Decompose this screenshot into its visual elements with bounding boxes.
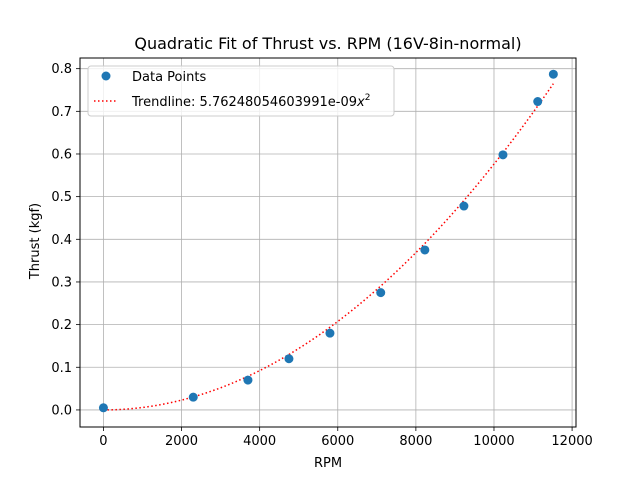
plot-frame: [79, 57, 577, 428]
y-tick-label: 0.3: [51, 275, 72, 290]
data-point: [284, 354, 294, 364]
y-tick-label: 0.1: [51, 361, 72, 376]
legend: Data Points Trendline: 5.76248054603991e…: [87, 65, 395, 117]
data-point: [533, 97, 543, 107]
trendline-layer: [103, 83, 554, 411]
x-tick-label: 0: [99, 434, 107, 449]
y-tick-label: 0.4: [51, 233, 72, 248]
legend-label-data-points: Data Points: [132, 70, 206, 85]
x-tick-label: 2000: [165, 434, 198, 449]
x-tick-label: 8000: [399, 434, 432, 449]
y-tick-label: 0.2: [51, 318, 72, 333]
x-tick-label: 12000: [551, 434, 592, 449]
data-point: [420, 245, 430, 255]
y-tick-label: 0.6: [51, 147, 72, 162]
y-tick-label: 0.8: [51, 62, 72, 77]
data-point: [376, 288, 386, 298]
legend-box: [87, 65, 395, 117]
y-tick-label: 0.7: [51, 105, 72, 120]
y-tick-label: 0.5: [51, 190, 72, 205]
data-points-layer: [98, 69, 558, 413]
trendline-label-power: 2: [365, 93, 371, 103]
trendline-label-coefficient: Trendline: 5.76248054603991e-09: [131, 95, 357, 110]
data-point: [548, 69, 558, 79]
y-tick-label: 0.0: [51, 403, 72, 418]
data-point: [243, 375, 253, 385]
legend-label-trendline: Trendline: 5.76248054603991e-09x2: [131, 93, 370, 110]
ticks: 0 2000 4000 6000 8000 10000 12000 0.0 0.1 0.2 0.3 0…: [51, 62, 592, 449]
x-tick-label: 4000: [243, 434, 276, 449]
x-axis-label: RPM: [314, 456, 342, 471]
data-point: [98, 403, 108, 413]
trendline: [103, 83, 554, 411]
data-point: [188, 392, 198, 402]
legend-scatter-marker: [101, 71, 111, 81]
y-axis-label: Thrust (kgf): [28, 203, 43, 280]
x-tick-label: 10000: [473, 434, 514, 449]
trendline-label-variable: x: [356, 95, 365, 110]
data-point: [325, 328, 335, 338]
x-tick-label: 6000: [321, 434, 354, 449]
data-point: [459, 201, 469, 211]
data-point: [498, 150, 508, 160]
chart-title: Quadratic Fit of Thrust vs. RPM (16V-8in…: [134, 34, 521, 53]
